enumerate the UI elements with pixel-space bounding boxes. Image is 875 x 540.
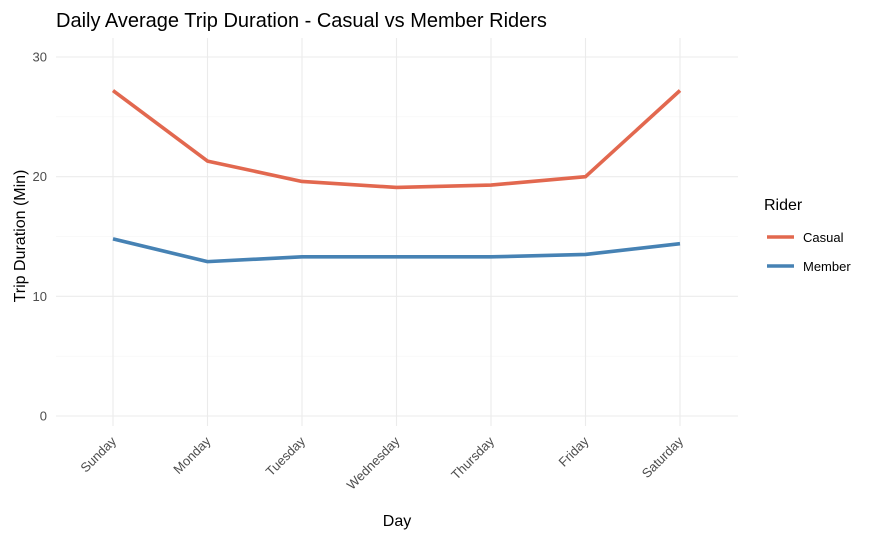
x-tick-label: Monday (170, 433, 214, 477)
x-tick-label: Wednesday (344, 433, 403, 492)
x-axis-title: Day (383, 513, 411, 530)
y-tick-label: 0 (40, 409, 47, 424)
x-tick-label: Sunday (77, 433, 119, 475)
y-axis-title: Trip Duration (Min) (12, 170, 29, 303)
legend: Rider Casual Member (764, 197, 851, 274)
series-layer (111, 89, 682, 264)
legend-title: Rider (764, 197, 803, 214)
x-tick-label: Friday (555, 433, 591, 469)
legend-label-member: Member (803, 259, 851, 274)
legend-label-casual: Casual (803, 230, 844, 245)
y-tick-label: 30 (33, 50, 47, 65)
x-tick-label: Saturday (639, 433, 687, 481)
axis-ticks: 0 10 20 30 Sunday Monday Tuesday Wednesday Thurs… (33, 50, 687, 493)
x-tick-label: Tuesday (263, 433, 309, 479)
chart-title: Daily Average Trip Duration - Casual vs … (56, 10, 547, 32)
y-tick-label: 10 (33, 289, 47, 304)
grid (56, 38, 738, 426)
x-tick-label: Thursday (448, 433, 497, 482)
y-tick-label: 20 (33, 169, 47, 184)
